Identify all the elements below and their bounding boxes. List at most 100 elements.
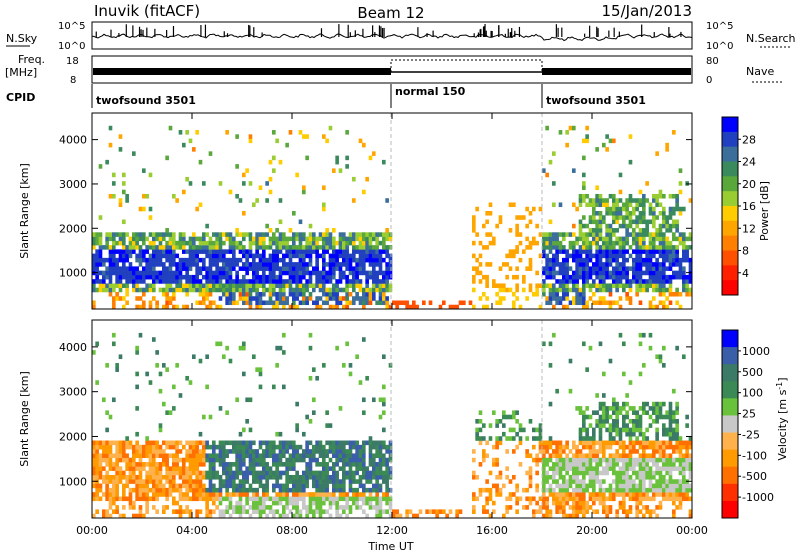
heatmap-cell bbox=[385, 287, 389, 293]
heatmap-cell bbox=[575, 262, 579, 267]
heatmap-cell bbox=[495, 440, 499, 446]
heatmap-cell bbox=[642, 193, 646, 199]
heatmap-cell bbox=[575, 457, 579, 463]
heatmap-cell bbox=[388, 262, 393, 267]
heatmap-cell bbox=[472, 287, 476, 293]
heatmap-cell bbox=[262, 462, 266, 467]
heatmap-cell bbox=[328, 274, 333, 280]
heatmap-cell bbox=[142, 270, 146, 276]
heatmap-cell bbox=[118, 249, 123, 254]
heatmap-cell bbox=[248, 240, 253, 246]
heatmap-cell bbox=[282, 257, 286, 263]
heatmap-cell bbox=[385, 304, 389, 310]
heatmap-cell bbox=[645, 492, 649, 497]
heatmap-cell bbox=[172, 304, 176, 310]
heatmap-cell bbox=[608, 436, 613, 441]
heatmap-cell bbox=[125, 274, 129, 280]
heatmap-cell bbox=[178, 483, 183, 489]
heatmap-cell bbox=[258, 291, 263, 297]
heatmap-cell bbox=[255, 453, 259, 459]
heatmap-cell bbox=[155, 350, 159, 355]
heatmap-cell bbox=[582, 479, 586, 484]
heatmap-cell bbox=[265, 279, 269, 284]
heatmap-cell bbox=[265, 479, 269, 484]
heatmap-cell bbox=[205, 457, 209, 463]
heatmap-cell bbox=[602, 219, 606, 225]
heatmap-cell bbox=[632, 483, 636, 489]
heatmap-cell bbox=[368, 470, 373, 476]
heatmap-cell bbox=[235, 245, 239, 250]
heatmap-cell bbox=[128, 505, 133, 510]
heatmap-cell bbox=[148, 215, 153, 220]
heatmap-cell bbox=[322, 492, 326, 497]
heatmap-cell bbox=[135, 483, 139, 489]
heatmap-cell bbox=[98, 236, 103, 242]
heatmap-cell bbox=[678, 462, 683, 467]
heatmap-cell bbox=[135, 444, 139, 450]
heatmap-cell bbox=[152, 466, 156, 471]
heatmap-cell bbox=[578, 291, 583, 297]
heatmap-cell bbox=[405, 513, 409, 519]
heatmap-cell bbox=[235, 270, 239, 276]
heatmap-cell bbox=[652, 470, 656, 476]
heatmap-cell bbox=[198, 483, 203, 489]
heatmap-cell bbox=[655, 410, 659, 415]
heatmap-cell bbox=[202, 274, 206, 280]
heatmap-cell bbox=[135, 513, 139, 519]
heatmap-cell bbox=[572, 496, 576, 502]
heatmap-cell bbox=[335, 287, 339, 293]
heatmap-cell bbox=[625, 291, 629, 297]
heatmap-cell bbox=[618, 240, 623, 246]
heatmap-cell bbox=[578, 462, 583, 467]
heatmap-cell bbox=[608, 245, 613, 250]
heatmap-cell bbox=[195, 474, 199, 480]
heatmap-cell bbox=[645, 474, 649, 480]
heatmap-cell bbox=[188, 266, 193, 271]
heatmap-cell bbox=[168, 453, 173, 459]
heatmap-cell bbox=[368, 462, 373, 467]
heatmap-cell bbox=[628, 444, 633, 450]
heatmap-cell bbox=[178, 509, 183, 514]
heatmap-cell bbox=[285, 483, 289, 489]
heatmap-cell bbox=[368, 240, 373, 246]
heatmap-cell bbox=[178, 266, 183, 271]
heatmap-cell bbox=[542, 453, 546, 459]
heatmap-cell bbox=[678, 270, 683, 276]
heatmap-cell bbox=[555, 232, 559, 237]
heatmap-cell bbox=[372, 470, 376, 476]
heatmap-cell bbox=[578, 406, 583, 411]
heatmap-cell bbox=[472, 274, 476, 280]
heatmap-cell bbox=[648, 332, 653, 338]
heatmap-cell bbox=[618, 279, 623, 284]
heatmap-cell bbox=[202, 457, 206, 463]
heatmap-cell bbox=[95, 470, 99, 476]
heatmap-cell bbox=[478, 270, 483, 276]
heatmap-cell bbox=[195, 249, 199, 254]
heatmap-cell bbox=[185, 287, 189, 293]
heatmap-cell bbox=[638, 479, 643, 484]
heatmap-cell bbox=[158, 371, 163, 377]
heatmap-cell bbox=[528, 219, 533, 225]
heatmap-cell bbox=[105, 449, 109, 454]
heatmap-cell bbox=[205, 274, 209, 280]
heatmap-cell bbox=[262, 509, 266, 514]
heatmap-cell bbox=[308, 257, 313, 263]
heatmap-cell bbox=[612, 423, 616, 428]
heatmap-cell bbox=[592, 444, 596, 450]
heatmap-cell bbox=[668, 474, 673, 480]
colorbar-swatch bbox=[722, 500, 738, 519]
heatmap-cell bbox=[252, 474, 256, 480]
heatmap-cell bbox=[298, 483, 303, 489]
heatmap-cell bbox=[262, 300, 266, 306]
heatmap-cell bbox=[372, 279, 376, 284]
heatmap-cell bbox=[228, 449, 233, 454]
heatmap-cell bbox=[198, 462, 203, 467]
heatmap-cell bbox=[572, 492, 576, 497]
heatmap-cell bbox=[315, 509, 319, 514]
heatmap-cell bbox=[165, 466, 169, 471]
heatmap-cell bbox=[342, 253, 346, 259]
heatmap-cell bbox=[665, 431, 669, 437]
heatmap-cell bbox=[565, 296, 569, 301]
heatmap-cell bbox=[688, 513, 693, 519]
heatmap-cell bbox=[525, 487, 529, 493]
